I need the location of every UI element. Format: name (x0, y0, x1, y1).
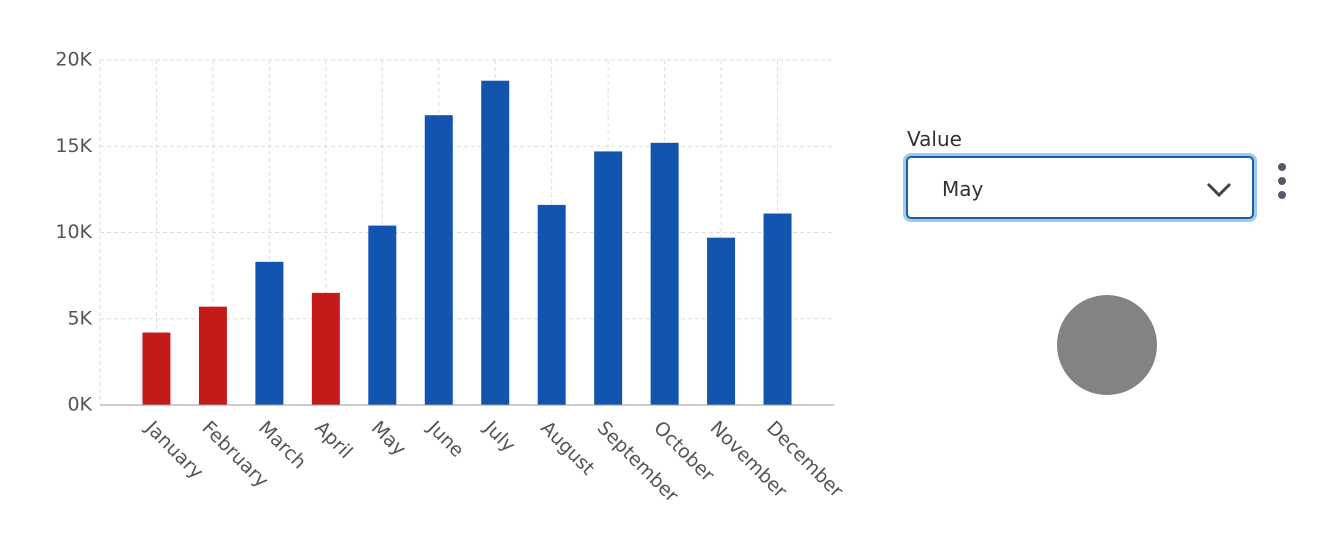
bar (763, 213, 792, 405)
y-tick-label: 15K (55, 135, 92, 157)
bar (424, 115, 453, 405)
y-tick-label: 0K (67, 394, 92, 416)
x-tick-label: July (479, 416, 519, 456)
x-tick-label: June (423, 416, 469, 462)
dropdown[interactable]: May (906, 156, 1254, 219)
bar (594, 151, 623, 405)
bar (368, 225, 397, 405)
bar (198, 306, 227, 405)
more-menu[interactable] (1275, 162, 1289, 202)
x-tick-label: April (310, 417, 356, 463)
bar (255, 261, 284, 405)
dropdown-value: May (942, 177, 984, 201)
bar (537, 204, 566, 405)
status-circle (1057, 295, 1157, 395)
bar (650, 142, 679, 406)
y-tick-label: 10K (55, 221, 92, 243)
y-tick-label: 5K (67, 307, 92, 329)
bar (481, 80, 510, 405)
bar (311, 292, 340, 405)
x-tick-label: August (536, 417, 599, 480)
chevron-icon (1206, 182, 1232, 198)
x-tick-label: January (140, 416, 207, 483)
bar (142, 332, 171, 405)
y-tick-label: 20K (55, 49, 92, 71)
bar (707, 237, 736, 405)
dropdown-label: Value (907, 127, 962, 151)
x-tick-label: May (367, 417, 410, 460)
